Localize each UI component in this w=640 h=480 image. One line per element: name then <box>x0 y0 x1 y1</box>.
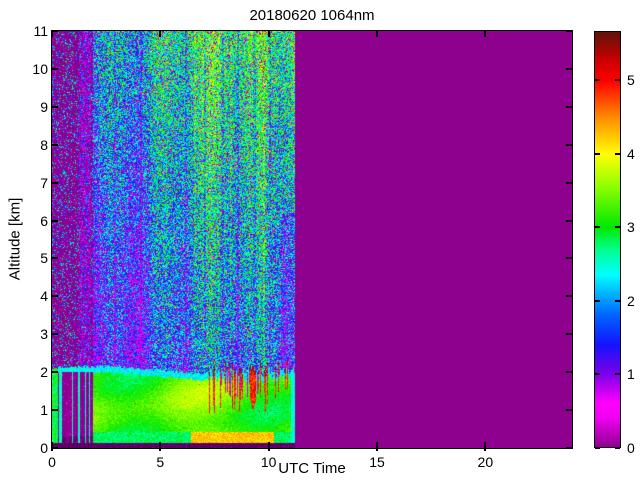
y-tick-right <box>566 409 572 412</box>
colorbar-tick-label: 1 <box>627 366 635 383</box>
x-tick <box>51 442 53 448</box>
colorbar-tick <box>615 299 620 302</box>
x-tick-label: 0 <box>48 454 56 470</box>
y-tick-label: 6 <box>40 212 48 229</box>
colorbar-tick <box>615 447 620 449</box>
x-tick <box>51 448 53 451</box>
colorbar-tick <box>595 299 600 302</box>
x-tick-top <box>159 31 162 37</box>
x-axis-label: UTC Time <box>278 460 346 477</box>
colorbar-tick <box>615 79 620 82</box>
y-tick <box>52 67 58 70</box>
x-tick <box>376 442 378 448</box>
heatmap-canvas <box>52 31 572 448</box>
y-tick-label: 2 <box>40 364 48 381</box>
x-tick <box>159 442 162 448</box>
y-tick <box>52 447 58 449</box>
y-tick-right <box>566 181 572 184</box>
y-axis-label: Altitude [km] <box>6 197 24 281</box>
x-tick <box>484 442 487 448</box>
x-tick-top <box>267 31 270 37</box>
y-tick-label: 1 <box>40 402 48 419</box>
x-tick <box>159 448 162 451</box>
y-tick-right <box>566 371 572 374</box>
plot-border <box>51 30 573 449</box>
colorbar-tick <box>595 79 600 82</box>
y-tick <box>52 409 58 412</box>
x-tick-label: 5 <box>156 454 165 470</box>
y-tick-right <box>566 67 572 70</box>
y-tick <box>52 371 58 374</box>
y-tick-label: 5 <box>40 250 48 267</box>
y-tick <box>52 30 58 32</box>
y-tick <box>52 143 58 146</box>
x-tick-label: 10 <box>260 454 277 470</box>
y-tick-right <box>566 219 572 222</box>
y-tick <box>52 219 58 222</box>
y-tick <box>52 181 58 184</box>
y-tick-right <box>566 333 572 336</box>
x-tick-top <box>376 31 378 37</box>
colorbar-tick-label: 2 <box>627 292 635 309</box>
y-tick <box>52 257 58 260</box>
y-tick <box>52 295 58 298</box>
colorbar-tick <box>595 226 600 229</box>
colorbar <box>594 31 621 448</box>
colorbar-tick <box>595 447 600 449</box>
y-tick-label: 7 <box>40 174 48 191</box>
chart-title: 20180620 1064nm <box>249 7 375 24</box>
x-tick <box>484 448 487 451</box>
y-tick-label: 4 <box>40 288 48 305</box>
y-tick-label: 10 <box>32 60 48 77</box>
colorbar-tick <box>595 152 600 155</box>
x-tick-top <box>51 31 53 37</box>
y-tick-right <box>566 105 572 108</box>
y-tick-label: 8 <box>40 136 48 153</box>
y-tick-label: 11 <box>33 23 48 39</box>
y-tick <box>52 105 58 108</box>
colorbar-tick-label: 0 <box>627 440 635 456</box>
x-tick-label: 15 <box>369 454 385 470</box>
x-tick <box>267 448 270 451</box>
colorbar-tick <box>615 373 620 376</box>
y-tick <box>52 333 58 336</box>
x-tick <box>376 448 378 451</box>
colorbar-tick <box>615 226 620 229</box>
y-tick-right <box>566 295 572 298</box>
x-tick-top <box>484 31 487 37</box>
y-tick-right <box>566 30 572 32</box>
y-tick-right <box>566 143 572 146</box>
colorbar-tick-label: 4 <box>627 145 635 162</box>
colorbar-tick <box>615 152 620 155</box>
y-tick-right <box>566 257 572 260</box>
y-tick-label: 9 <box>40 98 48 115</box>
colorbar-tick-label: 3 <box>627 219 635 236</box>
x-tick-label: 20 <box>477 454 494 470</box>
y-tick-label: 0 <box>40 440 48 456</box>
y-tick-label: 3 <box>40 326 48 343</box>
y-tick-right <box>566 447 572 449</box>
colorbar-tick-label: 5 <box>627 72 635 89</box>
colorbar-tick <box>595 373 600 376</box>
x-tick <box>267 442 270 448</box>
